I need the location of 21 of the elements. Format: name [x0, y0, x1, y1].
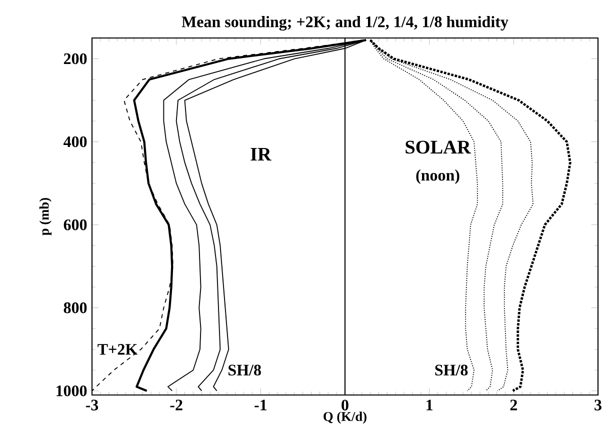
x-tick-label: 1 — [426, 400, 433, 410]
x-axis-title: Q (K/d) — [324, 412, 366, 424]
series-label: SH/8 — [435, 364, 468, 376]
x-tick-label: -2 — [170, 400, 182, 410]
series-label: SH/8 — [228, 364, 261, 376]
y-tick-label: 600 — [64, 219, 87, 230]
chart-title: Mean sounding; +2K; and 1/2, 1/4, 1/8 humidity — [182, 16, 508, 31]
series-label: T+2K — [98, 344, 138, 355]
x-tick-label: 3 — [594, 400, 602, 410]
annotation: SOLAR — [406, 140, 472, 154]
y-tick-label: 200 — [64, 53, 87, 64]
y-tick-label: 400 — [64, 136, 87, 148]
x-tick-label: -3 — [86, 400, 98, 410]
y-tick-label: 1000 — [56, 385, 87, 396]
annotation: IR — [250, 148, 272, 161]
y-tick-label: 800 — [64, 302, 87, 314]
x-tick-label: 0 — [342, 400, 348, 410]
x-tick-label: -1 — [254, 400, 267, 410]
annotation: (noon) — [416, 169, 460, 184]
x-tick-label: 2 — [510, 400, 517, 410]
y-axis-title: p (mb) — [39, 198, 52, 236]
